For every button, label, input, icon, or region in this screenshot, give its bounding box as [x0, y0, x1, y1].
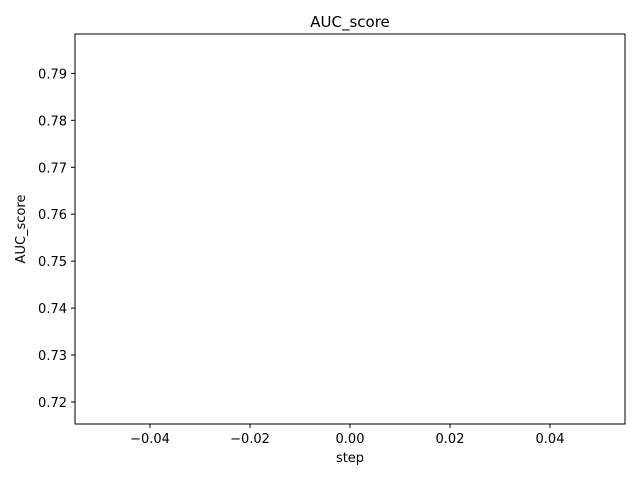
y-tick-label: 0.78: [38, 114, 67, 129]
x-axis-ticks: −0.04 −0.02 0.00 0.02 0.04: [130, 424, 564, 447]
chart-title: AUC_score: [310, 13, 390, 32]
y-tick-label: 0.75: [38, 255, 67, 270]
y-tick-label: 0.79: [38, 67, 67, 82]
y-tick-label: 0.77: [38, 161, 67, 176]
y-tick-label: 0.74: [38, 302, 67, 317]
y-axis-ticks: 0.72 0.73 0.74 0.75 0.76 0.77 0.78 0.79: [38, 67, 75, 411]
x-tick-label: 0.00: [336, 432, 365, 447]
x-tick-label: 0.04: [536, 432, 565, 447]
x-tick-label: −0.02: [230, 432, 270, 447]
y-tick-label: 0.76: [38, 208, 67, 223]
x-tick-label: 0.02: [436, 432, 465, 447]
x-tick-label: −0.04: [130, 432, 170, 447]
x-axis-label: step: [336, 451, 364, 466]
y-axis-label: AUC_score: [14, 195, 29, 264]
y-tick-label: 0.73: [38, 349, 67, 364]
y-tick-label: 0.72: [38, 396, 67, 411]
